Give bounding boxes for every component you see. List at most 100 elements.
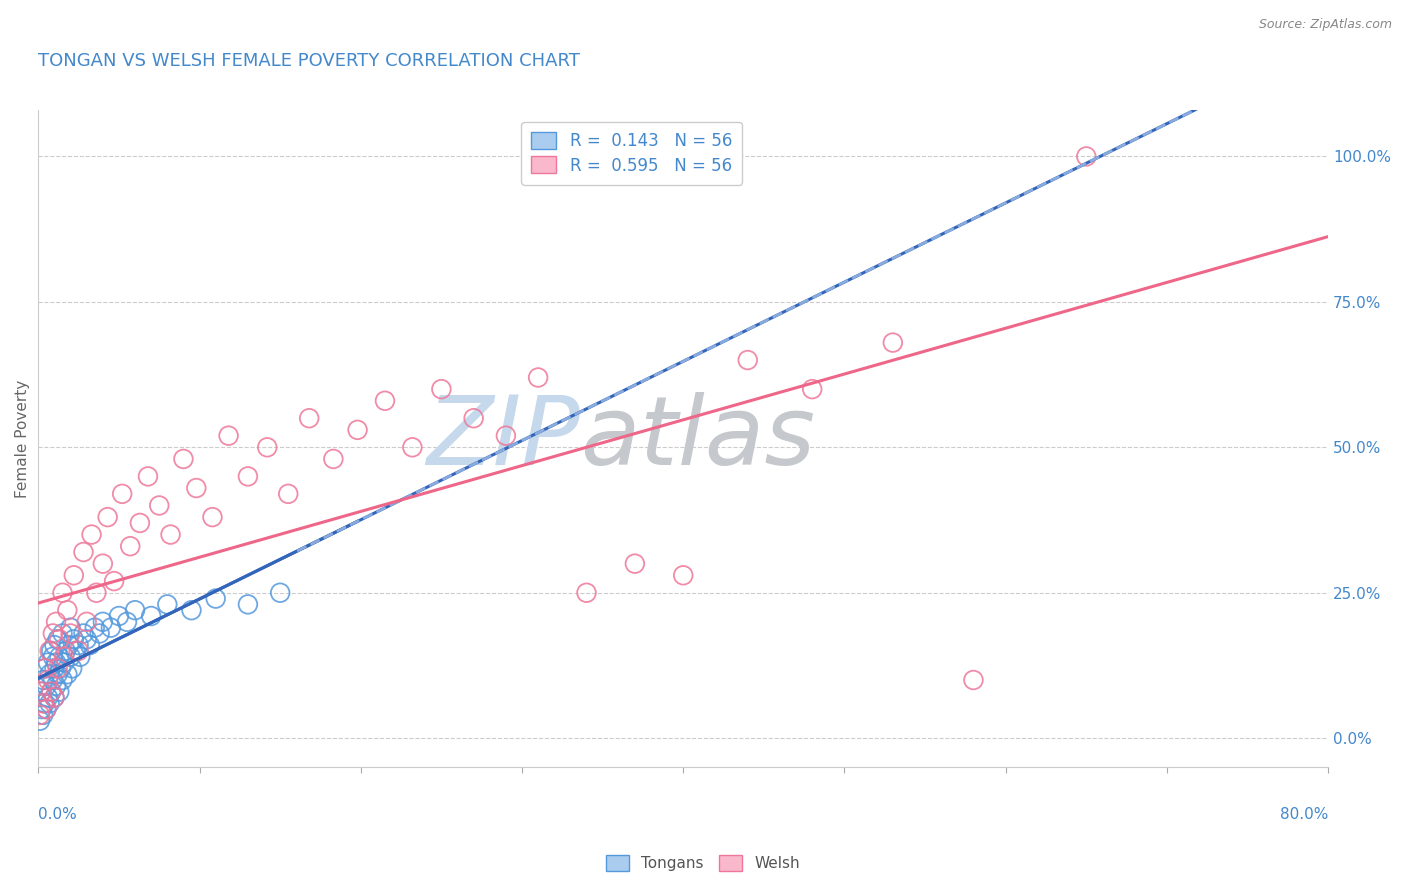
Point <box>34 661 56 675</box>
Point <box>298 411 321 425</box>
Point <box>37 673 59 687</box>
Point <box>45 656 67 670</box>
Point <box>156 598 179 612</box>
Point <box>91 615 114 629</box>
Point <box>31 702 53 716</box>
Point <box>430 382 453 396</box>
Point <box>45 679 67 693</box>
Point <box>218 428 240 442</box>
Point <box>38 696 60 710</box>
Point <box>46 661 69 675</box>
Point <box>69 649 91 664</box>
Point <box>91 557 114 571</box>
Point <box>51 673 73 687</box>
Point <box>236 598 259 612</box>
Point <box>60 661 83 675</box>
Point <box>49 661 72 675</box>
Point <box>32 696 55 710</box>
Point <box>44 638 66 652</box>
Point <box>103 574 125 588</box>
Text: 0.0%: 0.0% <box>38 806 77 822</box>
Point <box>204 591 226 606</box>
Point <box>401 440 423 454</box>
Point <box>56 603 79 617</box>
Point <box>236 469 259 483</box>
Point <box>67 638 90 652</box>
Point <box>34 696 56 710</box>
Text: ZIP: ZIP <box>426 392 581 485</box>
Point <box>65 644 87 658</box>
Point <box>32 673 55 687</box>
Text: Source: ZipAtlas.com: Source: ZipAtlas.com <box>1258 18 1392 31</box>
Point <box>129 516 152 530</box>
Point <box>277 487 299 501</box>
Point <box>495 428 517 442</box>
Point <box>83 621 105 635</box>
Point <box>48 632 70 647</box>
Point <box>56 667 79 681</box>
Point <box>575 586 598 600</box>
Point <box>76 632 98 647</box>
Point <box>58 638 80 652</box>
Point <box>59 626 82 640</box>
Point <box>46 632 69 647</box>
Point <box>62 568 84 582</box>
Point <box>39 684 62 698</box>
Point <box>59 649 82 664</box>
Point <box>624 557 647 571</box>
Legend: R =  0.143   N = 56, R =  0.595   N = 56: R = 0.143 N = 56, R = 0.595 N = 56 <box>522 121 742 185</box>
Point <box>256 440 278 454</box>
Point <box>115 615 138 629</box>
Point <box>34 661 56 675</box>
Point <box>45 615 67 629</box>
Point <box>46 667 69 681</box>
Text: atlas: atlas <box>581 392 815 485</box>
Point <box>35 702 58 716</box>
Point <box>44 690 66 705</box>
Point <box>62 632 84 647</box>
Point <box>48 684 70 698</box>
Point <box>37 656 59 670</box>
Point <box>28 707 51 722</box>
Point <box>86 586 108 600</box>
Point <box>269 586 291 600</box>
Point <box>31 684 53 698</box>
Point <box>53 656 76 670</box>
Point <box>67 644 90 658</box>
Point <box>42 626 65 640</box>
Point <box>28 714 51 728</box>
Point <box>374 393 396 408</box>
Point <box>108 609 131 624</box>
Point <box>55 644 77 658</box>
Point <box>111 487 134 501</box>
Point <box>35 702 58 716</box>
Point <box>148 499 170 513</box>
Point <box>201 510 224 524</box>
Point <box>159 527 181 541</box>
Point <box>136 469 159 483</box>
Text: 80.0%: 80.0% <box>1279 806 1329 822</box>
Point <box>32 707 55 722</box>
Point <box>100 621 122 635</box>
Point <box>59 621 82 635</box>
Point <box>38 667 60 681</box>
Point <box>463 411 485 425</box>
Point <box>962 673 984 687</box>
Point <box>172 452 194 467</box>
Point <box>39 684 62 698</box>
Point <box>53 649 76 664</box>
Y-axis label: Female Poverty: Female Poverty <box>15 379 30 498</box>
Point <box>31 684 53 698</box>
Point <box>180 603 202 617</box>
Point <box>39 644 62 658</box>
Point <box>37 690 59 705</box>
Point <box>1076 149 1098 163</box>
Point <box>51 586 73 600</box>
Point <box>80 527 103 541</box>
Point <box>72 545 94 559</box>
Point <box>186 481 208 495</box>
Point <box>141 609 163 624</box>
Text: TONGAN VS WELSH FEMALE POVERTY CORRELATION CHART: TONGAN VS WELSH FEMALE POVERTY CORRELATI… <box>38 53 581 70</box>
Point <box>97 510 120 524</box>
Point <box>72 626 94 640</box>
